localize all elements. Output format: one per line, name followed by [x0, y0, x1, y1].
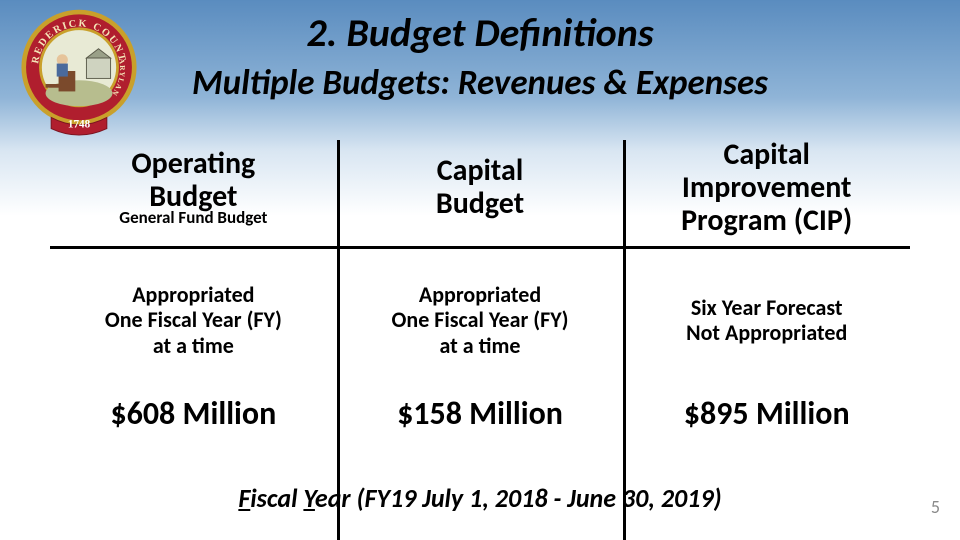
column-amount: $608 Million [110, 394, 276, 433]
footnote-text: iscal [250, 482, 303, 514]
desc-line: One Fiscal Year (FY) [105, 307, 282, 332]
column-description: Appropriated One Fiscal Year (FY) at a t… [392, 260, 569, 380]
col-head-line: Capital [436, 154, 524, 187]
column-description: Appropriated One Fiscal Year (FY) at a t… [105, 260, 282, 380]
horizontal-divider [50, 246, 910, 249]
column-header: Capital Improvement Program (CIP) [681, 134, 852, 240]
desc-line: Not Appropriated [686, 320, 847, 345]
slide-subtitle: Multiple Budgets: Revenues & Expenses [0, 62, 960, 104]
desc-line: Appropriated [105, 282, 282, 307]
desc-line: at a time [392, 333, 569, 358]
column-cip: Capital Improvement Program (CIP) Six Ye… [623, 134, 910, 433]
page-number: 5 [931, 496, 940, 518]
column-subheader: General Fund Budget [119, 209, 267, 227]
column-header: Capital Budget [436, 134, 524, 240]
col-head-line: Capital [681, 138, 852, 171]
desc-line: Six Year Forecast [686, 295, 847, 320]
col-head-line: Operating [119, 147, 267, 180]
footnote-underline: F [238, 482, 250, 514]
slide: FREDERICK COUNTY MARYLAND 1748 2. Budget… [0, 0, 960, 540]
col-head-line: Improvement [681, 171, 852, 204]
footnote-text: ear (FY19 July 1, 2018 - June 30, 2019) [315, 482, 722, 514]
column-operating-budget: Operating Budget General Fund Budget App… [50, 134, 337, 433]
column-amount: $895 Million [684, 394, 850, 433]
column-description: Six Year Forecast Not Appropriated [686, 260, 847, 380]
col-head-line: Program (CIP) [681, 204, 852, 237]
column-header: Operating Budget General Fund Budget [119, 134, 267, 240]
slide-title: 2. Budget Definitions [0, 8, 960, 57]
column-capital-budget: Capital Budget Appropriated One Fiscal Y… [337, 134, 624, 433]
column-amount: $158 Million [397, 394, 563, 433]
seal-year: 1748 [68, 119, 91, 131]
col-head-line: Budget [436, 187, 524, 220]
desc-line: at a time [105, 333, 282, 358]
budget-table: Operating Budget General Fund Budget App… [50, 134, 910, 433]
desc-line: Appropriated [392, 282, 569, 307]
desc-line: One Fiscal Year (FY) [392, 307, 569, 332]
fiscal-year-footnote: Fiscal Year (FY19 July 1, 2018 - June 30… [0, 482, 960, 514]
footnote-underline: Y [303, 482, 315, 514]
